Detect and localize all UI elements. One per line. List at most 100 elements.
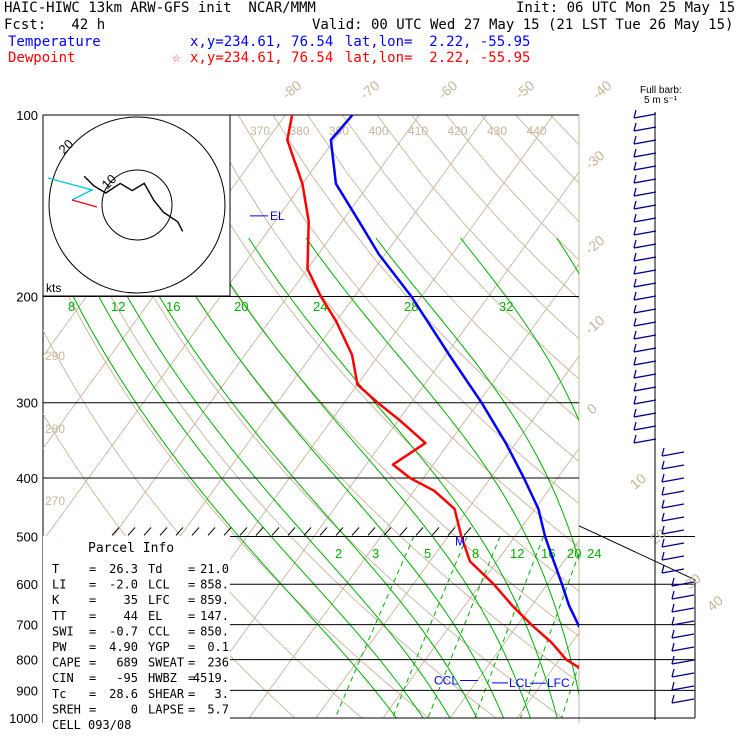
parcel-row-label-2: LFC — [148, 593, 170, 607]
parcel-row-value-2: 3. — [215, 687, 229, 701]
hatch-mark — [319, 527, 328, 536]
parcel-row-value-2: 858. — [200, 578, 229, 592]
wind-barb-flag — [633, 148, 637, 158]
mixing-ratio-label: 20 — [567, 546, 581, 561]
sounding-series — [286, 115, 579, 670]
parcel-row-equals: = — [89, 671, 96, 685]
hatch-mark — [463, 527, 472, 536]
wind-barb-staff — [633, 178, 657, 184]
parcel-row-equals: = — [89, 640, 96, 654]
wind-barb-staff — [633, 334, 657, 340]
dry-adiabat-line — [376, 115, 579, 340]
parcel-row-label: K — [52, 593, 60, 607]
wind-barb-staff — [633, 126, 657, 132]
wind-barb-staff — [633, 347, 657, 353]
wind-barb-staff — [661, 568, 685, 574]
isotherm-line — [449, 539, 579, 719]
wind-barb-flag — [671, 681, 675, 691]
parcel-row-label-2: Td — [148, 562, 162, 576]
wind-barb-flag — [633, 395, 637, 405]
wind-barb-header: Full barb: — [640, 85, 682, 96]
wind-barb-staff — [661, 477, 685, 483]
hodograph-trace — [83, 175, 184, 232]
hodograph-ring-outer — [48, 116, 226, 294]
mixing-ratio-label: 24 — [587, 546, 601, 561]
hatch-mark — [415, 527, 424, 536]
theta-left-label: 280 — [45, 422, 65, 436]
wind-barb-flag — [633, 343, 637, 353]
wind-barb-staff — [633, 217, 657, 223]
parcel-row-equals-2: = — [188, 578, 195, 592]
wind-barb-flag — [633, 304, 637, 314]
parcel-row-value: -2.0 — [109, 578, 138, 592]
dry-adiabat-line — [307, 115, 579, 421]
dewpoint-legend-latlon: lat,lon= 2.22, -55.95 — [345, 50, 531, 66]
parcel-row-value: -0.7 — [109, 624, 138, 638]
level-marker-label: LFC — [547, 676, 570, 690]
parcel-row-label-2: LCL — [148, 578, 170, 592]
isotherm-line — [382, 447, 579, 719]
parcel-row-value: 689 — [116, 656, 138, 670]
hatch-mark — [431, 527, 440, 536]
theta-top-label: 410 — [408, 124, 428, 138]
parcel-row-value: 44 — [124, 609, 138, 623]
theta-left-label: 290 — [45, 349, 65, 363]
wind-barb-staff — [661, 555, 685, 561]
parcel-row-equals: = — [89, 656, 96, 670]
wind-barb-flag — [671, 603, 675, 613]
pressure-tick-label: 800 — [16, 653, 38, 668]
isotherm-line — [0, 115, 17, 718]
moist-adiabat-label: 8 — [68, 299, 75, 314]
dry-adiabat-line — [341, 115, 579, 380]
dry-adiabat-line — [168, 115, 579, 592]
parcel-row-label: CELL — [52, 718, 81, 732]
wind-barb-flag — [633, 213, 637, 223]
parcel-row-equals: = — [89, 562, 96, 576]
level-marker-label: CCL — [434, 673, 458, 687]
hatch-mark — [127, 527, 136, 536]
parcel-info-panel: Parcel Info T = 26.3 Td = 21.0 LI = -2.0 LCL = 858. K… — [43, 536, 230, 732]
pressure-tick-label: 900 — [16, 683, 38, 698]
wind-barb-flag — [661, 525, 665, 535]
level-marker-label: LCL — [509, 676, 531, 690]
wind-barb-staff — [671, 698, 695, 704]
wind-barb-flag — [633, 434, 637, 444]
hatch-mark — [271, 527, 280, 536]
dry-adiabat-line — [237, 115, 579, 505]
wind-barbs: Full barb:5 m s⁻¹ — [633, 85, 695, 720]
wind-barb-flag — [633, 174, 637, 184]
hatch-mark — [175, 527, 184, 536]
isotherm-top-label: -80 — [279, 77, 305, 102]
dewpoint-legend-coords: x,y=234.61, 76.54 — [190, 50, 334, 66]
wind-barb-flag — [661, 447, 665, 457]
dry-adiabat-line — [480, 115, 579, 223]
dewpoint-legend-label: Dewpoint — [8, 50, 76, 66]
wind-barb-staff — [633, 191, 657, 197]
wind-barb-staff — [633, 230, 657, 236]
parcel-row-label: SREH — [52, 702, 81, 716]
parcel-row-value-2: 859. — [200, 593, 229, 607]
wind-barb-flag — [633, 265, 637, 275]
wind-barb-staff — [671, 633, 695, 639]
parcel-row-label: T — [52, 562, 59, 576]
hatch-mark — [287, 527, 296, 536]
pressure-tick-label: 200 — [16, 290, 38, 305]
wind-barb-flag — [661, 460, 665, 470]
dry-adiabat-line — [64, 115, 564, 719]
wind-barb-staff — [633, 425, 657, 431]
dry-adiabat-line — [203, 115, 579, 548]
mixing-ratio-label: 5 — [424, 546, 431, 561]
wind-barb-staff — [671, 594, 695, 600]
wind-barb-flag — [633, 135, 637, 145]
theta-left-label: 270 — [45, 494, 65, 508]
parcel-row-value: 26.3 — [109, 562, 138, 576]
pressure-tick-label: 100 — [16, 108, 38, 123]
isotherm-right-label: -30 — [582, 147, 608, 172]
dry-adiabat-line — [689, 115, 740, 718]
wind-barb-flag — [633, 291, 637, 301]
wind-barb-staff — [633, 412, 657, 418]
wind-barb-staff — [633, 139, 657, 145]
wind-barb-flag — [633, 109, 637, 119]
parcel-row-label: TT — [52, 609, 66, 623]
theta-top-label: 400 — [369, 124, 389, 138]
